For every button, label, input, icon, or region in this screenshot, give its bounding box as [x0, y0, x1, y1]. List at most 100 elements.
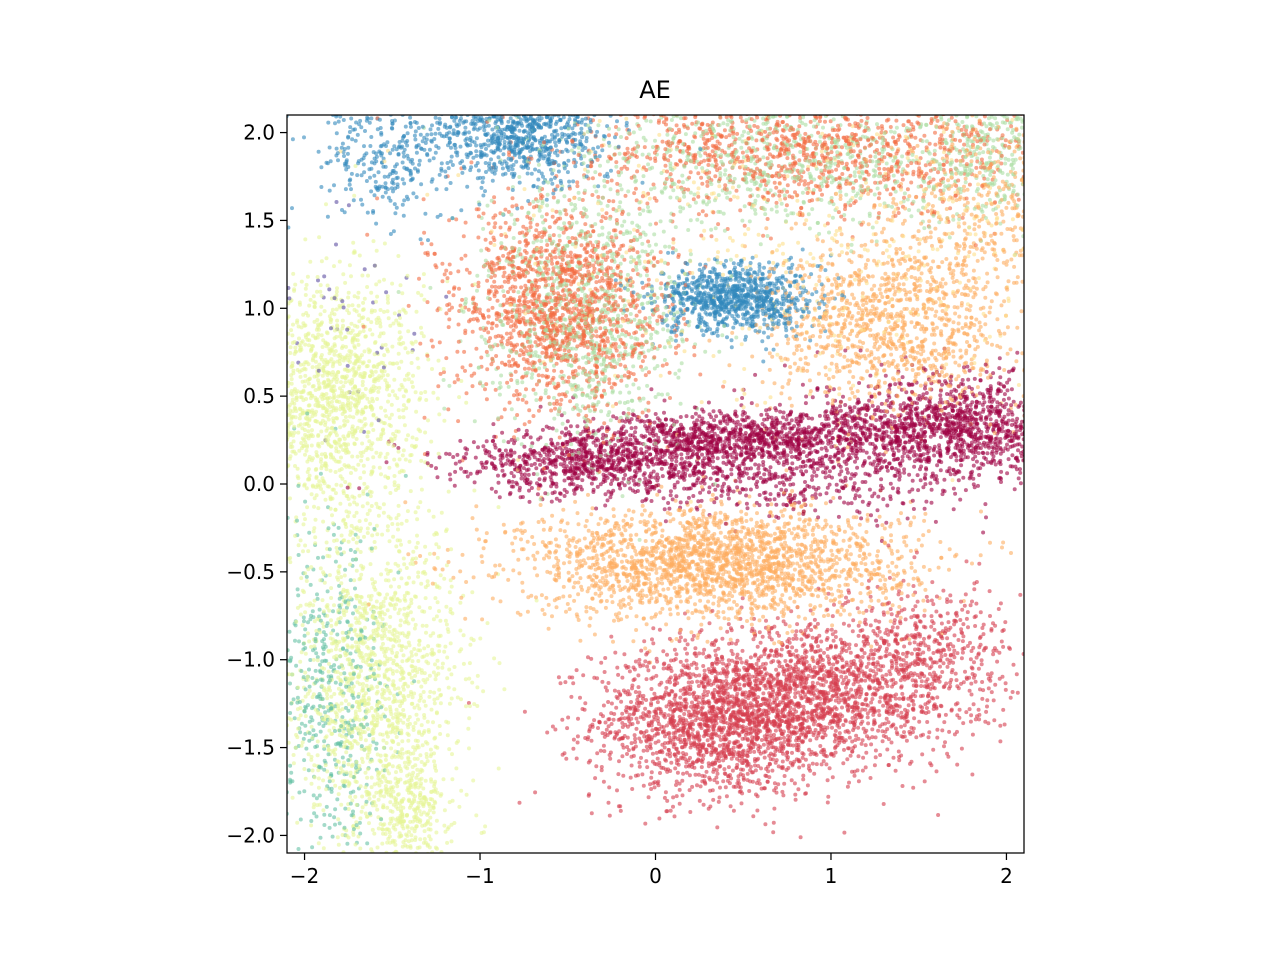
scatter-point: [1003, 138, 1008, 143]
scatter-point: [503, 448, 508, 453]
scatter-point: [566, 375, 571, 380]
scatter-point: [673, 225, 678, 230]
scatter-point: [274, 149, 278, 153]
scatter-point: [1000, 212, 1005, 217]
scatter-point: [724, 794, 729, 799]
scatter-point: [800, 643, 805, 648]
scatter-point: [883, 577, 888, 582]
scatter-point: [735, 195, 740, 200]
scatter-point: [723, 439, 728, 444]
scatter-point: [839, 674, 844, 679]
scatter-point: [350, 911, 354, 915]
scatter-point: [319, 304, 324, 309]
scatter-point: [718, 737, 723, 742]
scatter-point: [876, 494, 881, 499]
scatter-point: [522, 709, 527, 714]
scatter-point: [1039, 420, 1043, 424]
scatter-point: [857, 381, 862, 385]
scatter-point: [417, 162, 422, 167]
scatter-point: [394, 205, 399, 210]
scatter-point: [1030, 209, 1034, 213]
scatter-point: [321, 555, 326, 560]
scatter-point: [421, 272, 426, 277]
scatter-point: [280, 422, 284, 426]
scatter-point: [560, 717, 565, 722]
scatter-point: [518, 295, 522, 300]
scatter-point: [749, 622, 754, 627]
scatter-point: [485, 278, 490, 283]
scatter-point: [721, 610, 726, 615]
scatter-point: [1008, 84, 1012, 88]
scatter-point: [579, 126, 584, 131]
scatter-point: [1149, 193, 1153, 197]
scatter-point: [659, 466, 664, 471]
scatter-point: [894, 564, 899, 569]
scatter-point: [367, 796, 372, 801]
scatter-point: [385, 524, 390, 529]
scatter-point: [471, 98, 475, 102]
scatter-point: [797, 158, 802, 163]
scatter-point: [663, 244, 668, 249]
scatter-point: [550, 426, 555, 431]
scatter-point: [904, 91, 908, 95]
scatter-point: [757, 630, 762, 635]
scatter-point: [580, 478, 585, 483]
scatter-point: [673, 338, 678, 343]
scatter-point: [408, 610, 413, 615]
scatter-point: [1076, 322, 1080, 326]
scatter-point: [947, 118, 951, 123]
scatter-point: [536, 169, 541, 174]
scatter-point: [264, 518, 268, 522]
scatter-point: [649, 770, 654, 775]
scatter-point: [629, 741, 634, 746]
scatter-point: [690, 110, 694, 114]
scatter-point: [560, 102, 564, 106]
scatter-point: [637, 760, 642, 765]
scatter-point: [394, 429, 399, 434]
scatter-point: [1126, 453, 1130, 457]
scatter-point: [681, 316, 686, 321]
scatter-point: [901, 651, 905, 656]
scatter-point: [834, 555, 839, 559]
scatter-point: [900, 154, 905, 159]
scatter-point: [910, 478, 915, 483]
scatter-point: [1089, 171, 1093, 175]
scatter-point: [637, 657, 642, 662]
scatter-point: [402, 377, 407, 382]
scatter-point: [365, 396, 370, 401]
scatter-point: [739, 342, 744, 347]
scatter-point: [994, 212, 999, 216]
scatter-point: [353, 794, 358, 799]
scatter-point: [425, 579, 430, 584]
scatter-point: [1088, 192, 1092, 196]
scatter-point: [1138, 161, 1142, 165]
scatter-point: [776, 164, 781, 168]
scatter-point: [754, 662, 759, 666]
scatter-point: [343, 567, 348, 572]
scatter-point: [968, 110, 972, 114]
scatter-point: [994, 121, 999, 126]
scatter-point: [371, 455, 376, 460]
scatter-point: [413, 137, 418, 142]
scatter-point: [391, 644, 396, 649]
scatter-point: [1015, 325, 1020, 330]
scatter-point: [391, 890, 395, 894]
scatter-point: [495, 102, 499, 106]
scatter-point: [1074, 439, 1078, 443]
scatter-point: [847, 544, 852, 549]
scatter-point: [909, 320, 914, 325]
scatter-point: [357, 519, 362, 524]
scatter-point: [454, 217, 459, 222]
scatter-point: [486, 78, 490, 82]
scatter-point: [448, 159, 453, 164]
scatter-point: [685, 451, 690, 456]
scatter-point: [621, 518, 626, 523]
scatter-point: [375, 532, 380, 537]
scatter-point: [610, 569, 615, 574]
scatter-point: [783, 99, 787, 103]
scatter-point: [1032, 183, 1036, 187]
scatter-point: [932, 341, 937, 346]
scatter-point: [797, 511, 802, 516]
scatter-point: [890, 486, 895, 491]
scatter-point: [814, 77, 818, 81]
